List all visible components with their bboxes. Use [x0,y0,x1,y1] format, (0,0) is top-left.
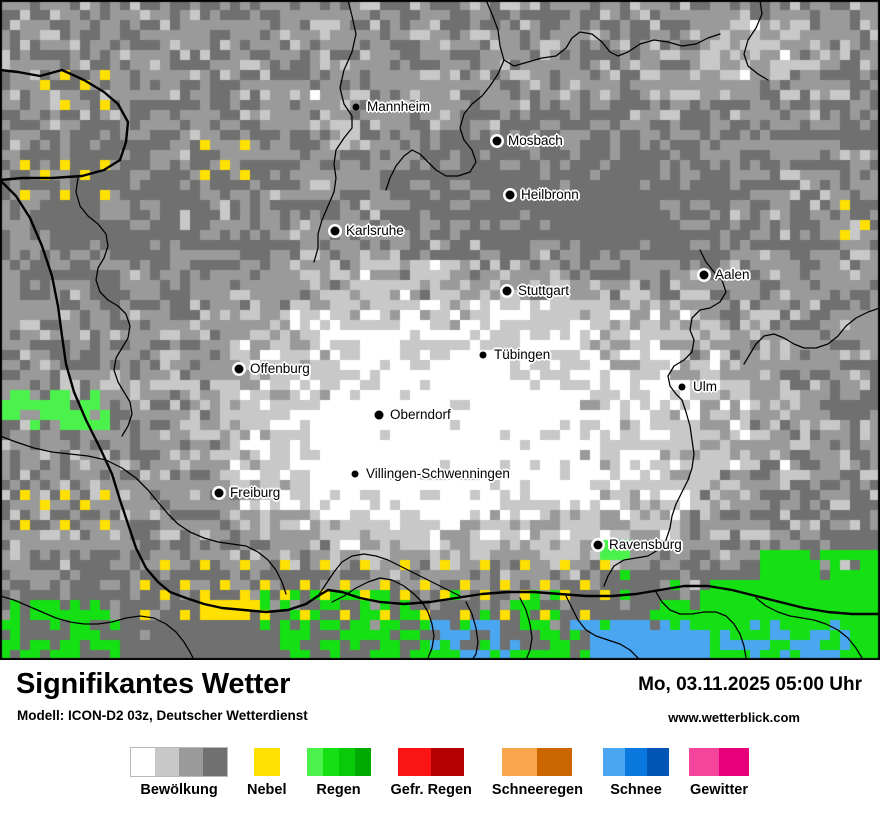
city-label: Ulm [693,379,717,394]
legend-swatch-segment [398,748,432,776]
legend-label: Schneeregen [491,782,583,798]
legend-swatch-segment [155,748,180,776]
city-label: Mannheim [367,99,431,114]
legend-item[interactable]: Gewitter [688,748,749,798]
city-label: Ravensburg [609,537,682,552]
city-dot-icon [479,351,487,359]
city-dot-icon [351,470,359,478]
map-borders-layer [0,0,880,660]
city-dot-icon [505,190,515,200]
legend-swatch-segment [602,748,625,776]
city-dot-icon [593,540,603,550]
legend-swatch-segment [624,748,647,776]
city-dot-icon [699,270,709,280]
legend-item[interactable]: Schneeregen [492,748,583,798]
city-label: Heilbronn [521,187,579,202]
legend-label: Nebel [247,782,287,798]
legend-label: Schnee [610,782,662,798]
legend-item[interactable]: Regen [306,748,371,798]
legend-swatch-segment [688,748,719,776]
legend-swatch-segment [354,748,371,776]
legend-swatch-segment [718,748,749,776]
legend-swatch-segment [431,748,465,776]
city-label: Oberndorf [390,407,451,422]
city-label: Aalen [715,267,750,282]
snow-swatch [602,748,669,776]
legend-item[interactable]: Gefr. Regen [391,748,472,798]
sleet-swatch [502,748,573,776]
legend-swatch-segment [537,748,573,776]
thunderstorm-swatch [688,748,749,776]
city-dot-icon [502,286,512,296]
city-label: Tübingen [494,347,551,362]
city-dot-icon [352,103,360,111]
city-label: Mosbach [508,133,563,148]
model-subtitle: Modell: ICON-D2 03z, Deutscher Wetterdie… [17,708,308,723]
legend-item[interactable]: Nebel [247,748,287,798]
legend-swatch-segment [203,748,228,776]
legend-swatch-segment [646,748,669,776]
footer-title-row: Signifikantes Wetter Modell: ICON-D2 03z… [0,660,880,728]
city-dot-icon [374,410,384,420]
legend-label: Gewitter [689,782,748,798]
city-labels-layer: Mannheim Mosbach Heilbronn Karlsruhe Aalen St… [214,99,750,552]
legend-swatch-segment [306,748,323,776]
legend-item[interactable]: Bewölkung [130,747,229,798]
rain-swatch [306,748,371,776]
legend-swatch-segment [322,748,339,776]
map-footer: Signifikantes Wetter Modell: ICON-D2 03z… [0,660,880,830]
legend-label: Regen [316,782,361,798]
city-label: Stuttgart [518,283,570,298]
city-dot-icon [678,383,686,391]
valid-time-label: Mo, 03.11.2025 05:00 Uhr [638,674,862,695]
weather-legend: Bewölkung Nebel Regen Gefr. Regen Schneerege… [0,747,880,812]
regional-border-lines [0,0,880,660]
city-label: Offenburg [250,361,310,376]
fog-swatch [253,748,280,776]
city-dot-icon [492,136,502,146]
cloud-cover-swatch [130,747,229,777]
legend-swatch-segment [502,748,538,776]
legend-item[interactable]: Schnee [602,748,669,798]
city-dot-icon [234,364,244,374]
legend-swatch-segment [131,748,156,776]
city-label: Villingen-Schwenningen [366,466,510,481]
legend-swatch-segment [179,748,204,776]
city-label: Freiburg [230,485,281,500]
national-border-lines [0,68,880,616]
legend-swatch-segment [253,748,280,776]
precipitation-raster-layer [0,0,880,660]
site-url-label: www.wetterblick.com [668,710,800,725]
city-label: Karlsruhe [346,223,404,238]
freezing-rain-swatch [398,748,465,776]
legend-label: Bewölkung [140,782,218,798]
page-title: Signifikantes Wetter [16,668,291,700]
city-dot-icon [330,226,340,236]
city-dot-icon [214,488,224,498]
weather-map[interactable]: Mannheim Mosbach Heilbronn Karlsruhe Aalen St… [0,0,880,660]
legend-swatch-segment [338,748,355,776]
legend-label: Gefr. Regen [390,782,472,798]
